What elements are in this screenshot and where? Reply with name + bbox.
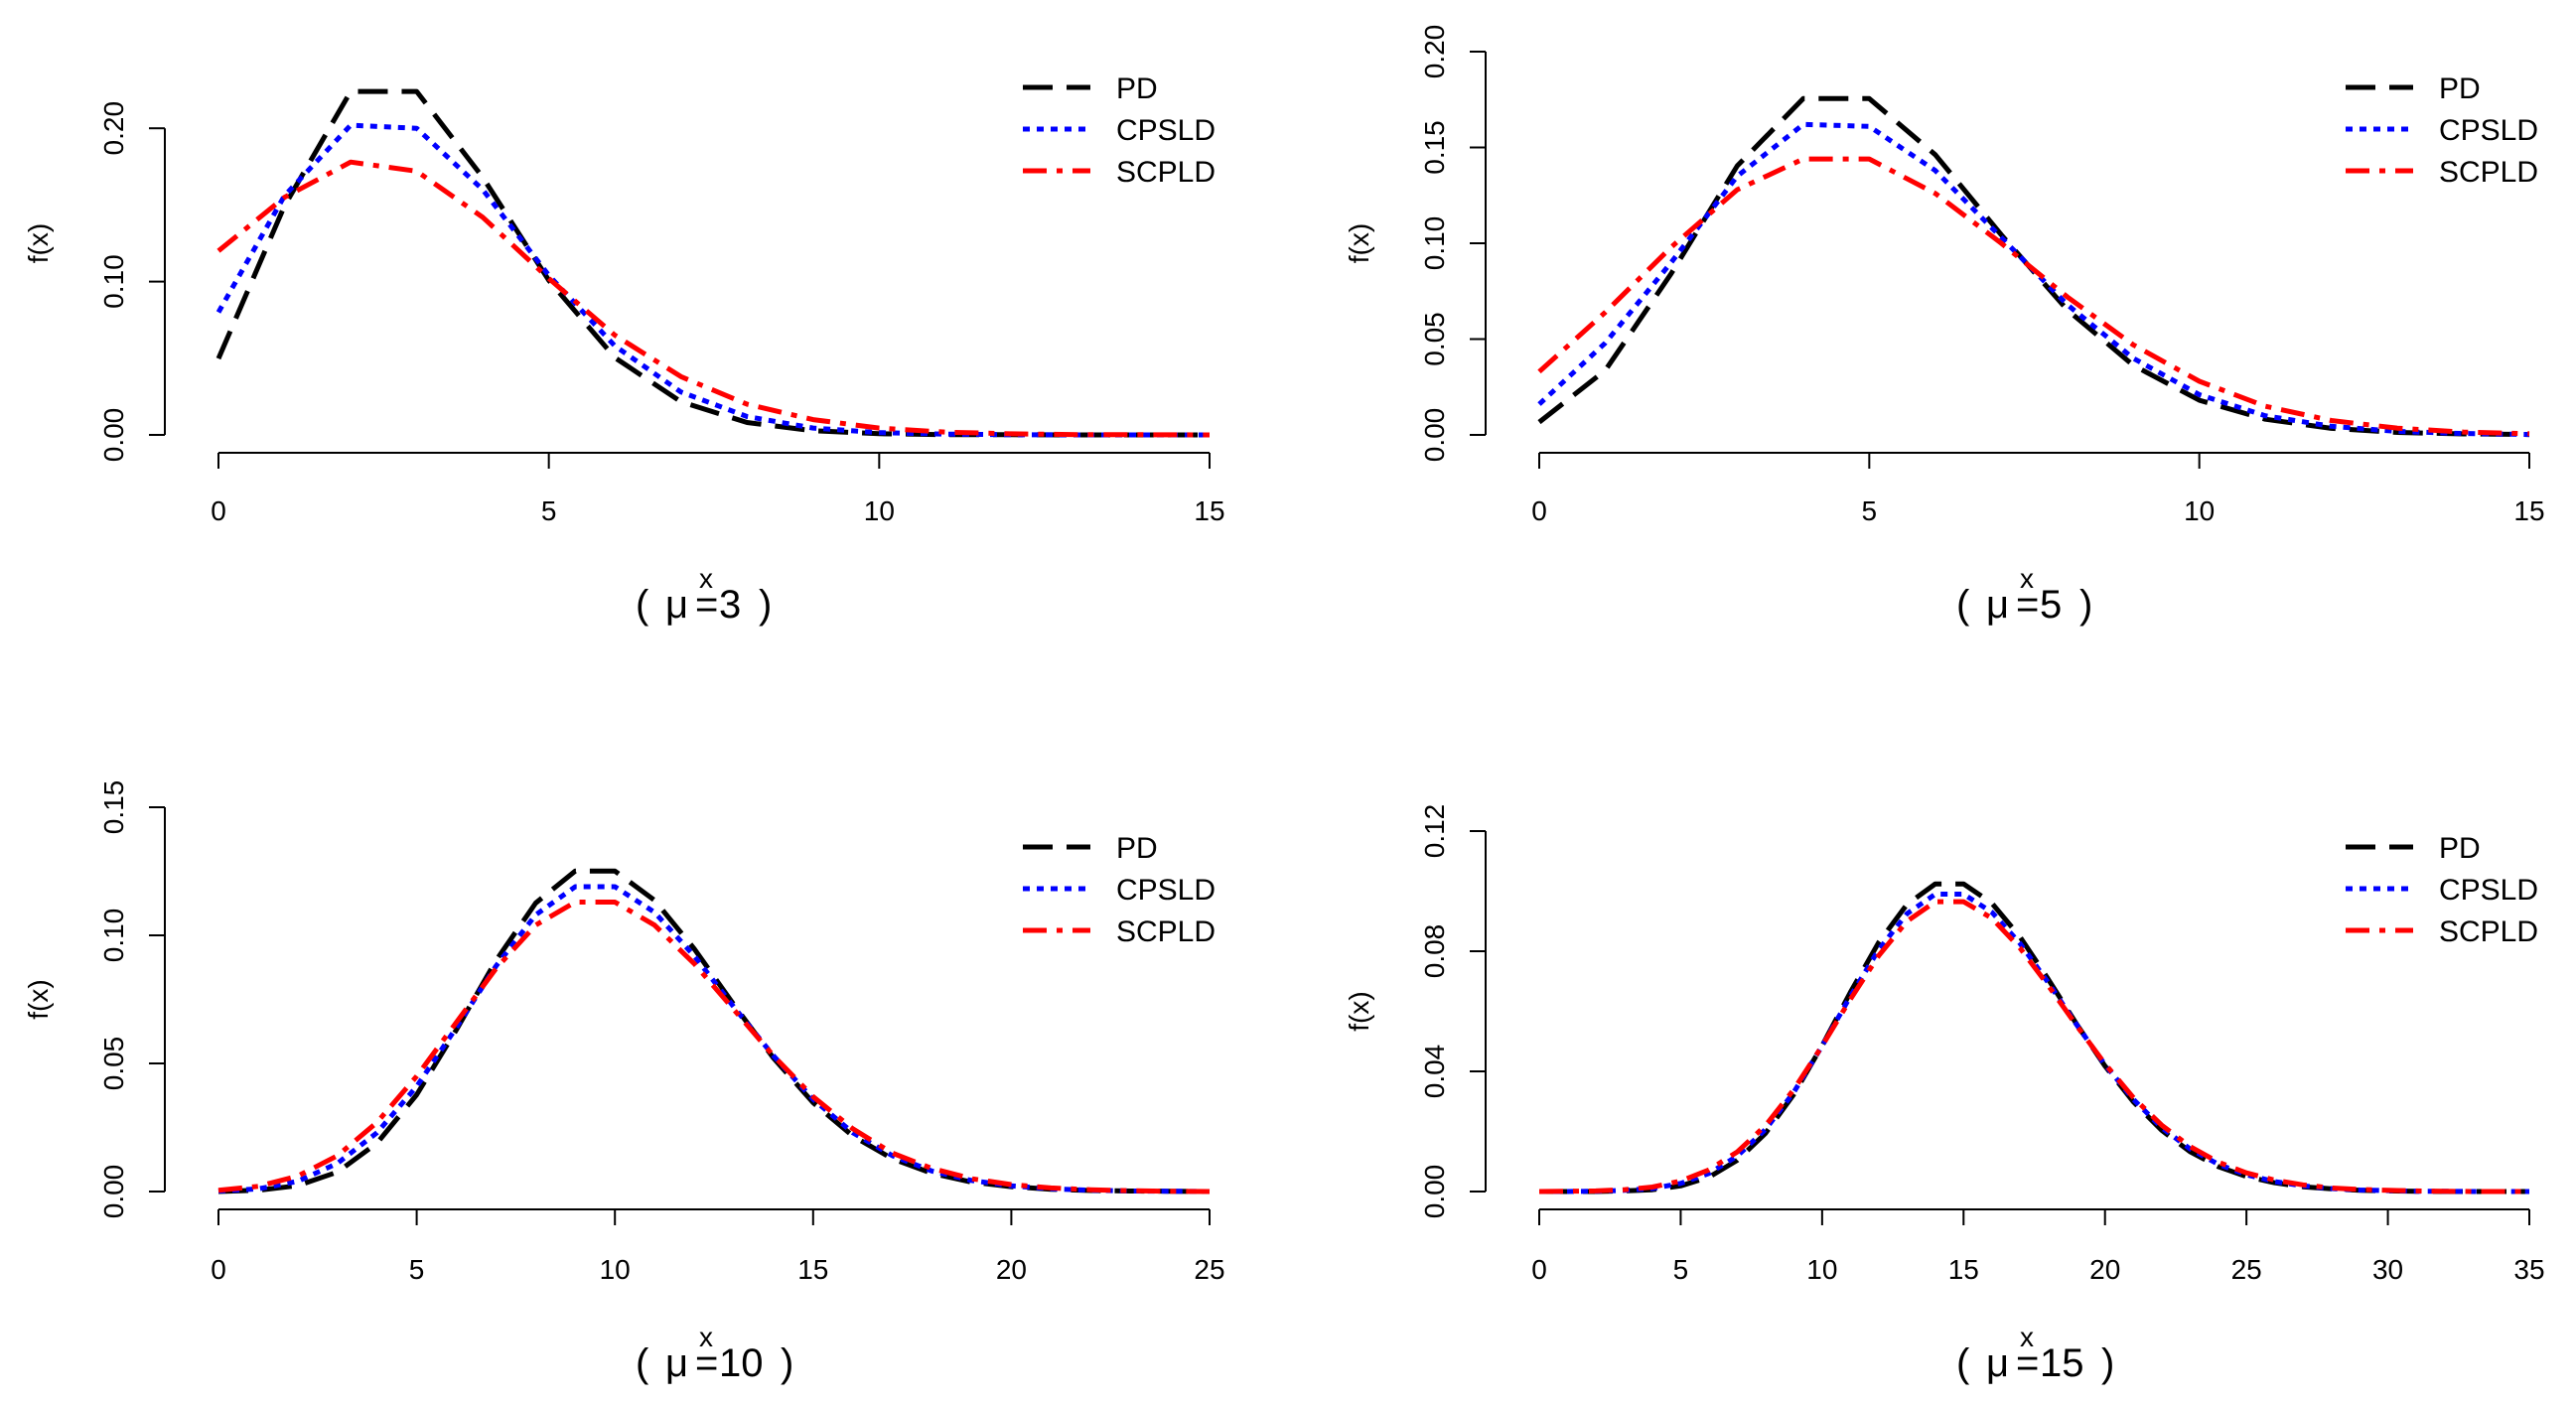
- x-tick-label: 15: [1948, 1254, 1979, 1285]
- y-tick-label: 0.00: [1419, 408, 1450, 463]
- series-line-scpld: [1537, 156, 2530, 437]
- series-line-cpsld: [1539, 892, 2529, 1194]
- caption-equals: =: [695, 583, 718, 627]
- legend-label-cpsld: CPSLD: [1116, 874, 1216, 907]
- caption-open-paren: (: [636, 583, 649, 627]
- x-tick-label: 0: [1531, 495, 1547, 526]
- legend-label-scpld: SCPLD: [1116, 156, 1216, 189]
- caption-close-paren: ): [2079, 583, 2092, 627]
- y-tick-label: 0.05: [98, 1037, 129, 1091]
- x-tick-label: 10: [1806, 1254, 1837, 1285]
- y-tick-label: 0.15: [98, 780, 129, 835]
- y-tick-label: 0.20: [1419, 25, 1450, 79]
- y-tick-label: 0.00: [1419, 1165, 1450, 1219]
- caption-open-paren: (: [1956, 1341, 1970, 1385]
- legend-label-scpld: SCPLD: [1116, 915, 1216, 948]
- caption-mu: μ: [1986, 583, 2009, 627]
- x-tick-label: 10: [864, 495, 895, 526]
- legend-label-pd: PD: [1116, 72, 1158, 105]
- y-tick-label: 0.12: [1419, 804, 1450, 859]
- x-tick-label: 25: [2231, 1254, 2262, 1285]
- panel-caption: ( μx= 5): [1956, 563, 2092, 627]
- y-tick-label: 0.15: [1419, 120, 1450, 175]
- caption-close-paren: ): [759, 583, 772, 627]
- panel-caption: ( μx= 15): [1956, 1322, 2114, 1385]
- x-tick-label: 10: [600, 1254, 631, 1285]
- y-tick-label: 0.00: [98, 408, 129, 463]
- y-tick-label: 0.05: [1419, 312, 1450, 366]
- x-tick-label: 30: [2372, 1254, 2403, 1285]
- chart-panel-1: 0 5 10 15 0.00 0.10 0.20 f(x) PD CPSLD SCPLD ( μx= 3): [23, 72, 1225, 627]
- x-tick-label: 15: [2513, 495, 2544, 526]
- y-axis-label: f(x): [1344, 991, 1374, 1031]
- caption-open-paren: (: [1956, 583, 1970, 627]
- caption-mu: μ: [665, 583, 688, 627]
- series-line-cpsld: [217, 884, 1211, 1194]
- y-tick-label: 0.10: [98, 254, 129, 309]
- legend-label-pd: PD: [1116, 832, 1158, 865]
- x-tick-label: 0: [211, 1254, 226, 1285]
- caption-open-paren: (: [636, 1341, 649, 1385]
- caption-superscript: x: [699, 563, 713, 594]
- series-line-scpld: [216, 159, 1211, 438]
- x-tick-label: 5: [1862, 495, 1878, 526]
- caption-value: 3: [719, 583, 741, 627]
- caption-equals: =: [695, 1341, 718, 1385]
- legend-label-cpsld: CPSLD: [2439, 874, 2538, 907]
- caption-equals: =: [2016, 1341, 2039, 1385]
- caption-value: 5: [2040, 583, 2062, 627]
- x-tick-label: 25: [1194, 1254, 1224, 1285]
- caption-close-paren: ): [2101, 1341, 2114, 1385]
- series-line-pd: [215, 88, 1210, 438]
- y-axis-label: f(x): [23, 223, 54, 263]
- y-tick-label: 0.00: [98, 1165, 129, 1219]
- caption-value: 10: [719, 1341, 764, 1385]
- y-tick-label: 0.20: [98, 101, 129, 156]
- y-axis-label: f(x): [1344, 223, 1374, 263]
- x-tick-label: 35: [2513, 1254, 2544, 1285]
- x-tick-label: 20: [2089, 1254, 2120, 1285]
- caption-superscript: x: [2020, 563, 2034, 594]
- series-line-scpld: [1538, 899, 2529, 1194]
- series-line-pd: [1537, 95, 2530, 438]
- caption-mu: μ: [1986, 1341, 2009, 1385]
- y-tick-label: 0.10: [1419, 216, 1450, 271]
- chart-panel-3: 0 5 10 15 20 25 0.00 0.05 0.10 0.15 f(x) PD CPSLD SCP…: [23, 780, 1225, 1385]
- x-tick-label: 5: [1673, 1254, 1689, 1285]
- y-axis-label: f(x): [23, 979, 54, 1019]
- series-line-scpld: [217, 900, 1211, 1194]
- caption-close-paren: ): [781, 1341, 793, 1385]
- y-tick-label: 0.10: [98, 909, 129, 963]
- chart-panel-4: 0 5 10 15 20 25 30 35 0.00 0.04 0.08 0.12 f(x) PD CPSL…: [1344, 804, 2545, 1385]
- panel-caption: ( μx= 3): [636, 563, 772, 627]
- x-tick-label: 10: [2184, 495, 2215, 526]
- legend-label-cpsld: CPSLD: [1116, 114, 1216, 147]
- caption-superscript: x: [2020, 1322, 2034, 1352]
- x-tick-label: 0: [1531, 1254, 1547, 1285]
- x-tick-label: 0: [211, 495, 226, 526]
- legend-label-pd: PD: [2439, 832, 2481, 865]
- caption-mu: μ: [665, 1341, 688, 1385]
- caption-value: 15: [2040, 1341, 2084, 1385]
- x-tick-label: 15: [797, 1254, 828, 1285]
- x-tick-label: 20: [996, 1254, 1027, 1285]
- chart-panel-2: 0 5 10 15 0.00 0.05 0.10 0.15 0.20 f(x) PD CPSLD SCP…: [1344, 25, 2545, 627]
- y-tick-label: 0.08: [1419, 924, 1450, 979]
- legend-label-cpsld: CPSLD: [2439, 114, 2538, 147]
- caption-superscript: x: [699, 1322, 713, 1352]
- x-tick-label: 15: [1194, 495, 1224, 526]
- panel-caption: ( μx= 10): [636, 1322, 793, 1385]
- x-tick-label: 5: [541, 495, 557, 526]
- x-tick-label: 5: [409, 1254, 425, 1285]
- caption-equals: =: [2016, 583, 2039, 627]
- legend-label-scpld: SCPLD: [2439, 156, 2538, 189]
- legend-label-pd: PD: [2439, 72, 2481, 105]
- y-tick-label: 0.04: [1419, 1045, 1450, 1099]
- legend-label-scpld: SCPLD: [2439, 915, 2538, 948]
